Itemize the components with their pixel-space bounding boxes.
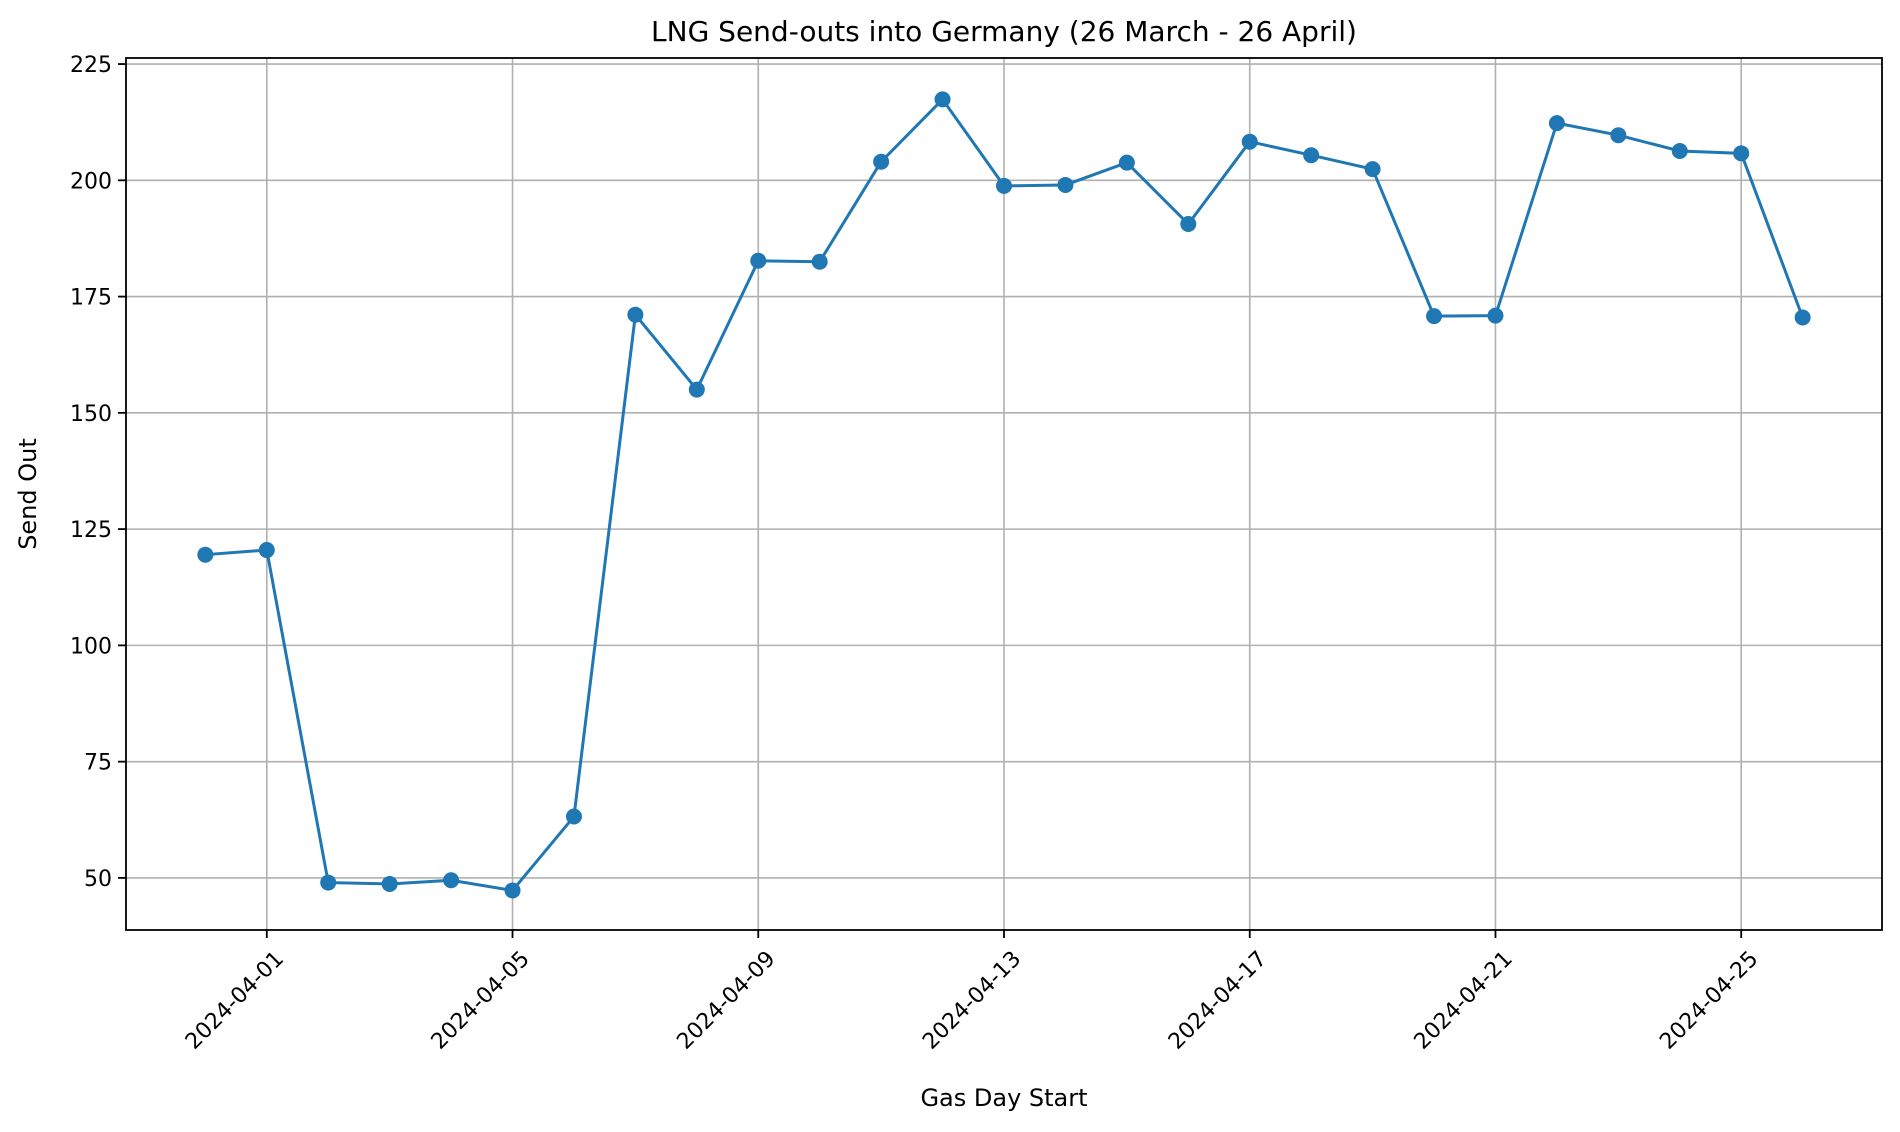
data-point: [1487, 307, 1504, 324]
data-point: [627, 306, 644, 323]
data-point: [565, 808, 582, 825]
x-axis-label: Gas Day Start: [920, 1084, 1087, 1112]
data-point: [1057, 176, 1074, 193]
data-point: [1241, 133, 1258, 150]
y-tick-label: 125: [70, 518, 112, 543]
y-tick-label: 175: [70, 286, 112, 311]
data-point: [750, 252, 767, 269]
data-point: [1610, 127, 1627, 144]
x-tick-label: 2024-04-05: [427, 947, 535, 1055]
data-point: [1671, 143, 1688, 160]
data-point: [1733, 145, 1750, 162]
x-tick-label: 2024-04-01: [181, 947, 289, 1055]
x-axis-ticks: 2024-04-01 2024-04-05 2024-04-09 2024-04-13…: [181, 930, 1763, 1055]
data-point: [996, 177, 1012, 194]
data-point: [1180, 216, 1197, 233]
data-point: [811, 253, 828, 270]
data-point: [688, 381, 705, 398]
x-tick-label: 2024-04-09: [672, 947, 780, 1055]
data-point: [1548, 115, 1565, 132]
data-point: [934, 91, 951, 108]
data-point: [1426, 308, 1443, 325]
data-point: [381, 875, 398, 892]
series-layer: [197, 91, 1811, 899]
y-tick-label: 225: [70, 53, 112, 78]
data-point: [873, 153, 890, 170]
x-tick-label: 2024-04-13: [918, 947, 1026, 1055]
data-point: [258, 542, 275, 559]
y-tick-label: 200: [70, 169, 112, 194]
data-point: [1364, 161, 1381, 178]
data-point: [1794, 309, 1811, 326]
data-point: [320, 874, 337, 891]
data-point: [443, 872, 460, 889]
data-point: [1118, 154, 1135, 171]
y-tick-label: 100: [70, 634, 112, 659]
y-axis-label: Send Out: [14, 438, 42, 550]
y-tick-label: 50: [84, 867, 112, 892]
y-tick-label: 150: [70, 402, 112, 427]
x-tick-label: 2024-04-25: [1655, 947, 1763, 1055]
y-axis-ticks: 50 75 100 125 150 175 200 225: [70, 53, 126, 892]
data-point: [197, 546, 214, 563]
grid-lines: [126, 58, 1882, 930]
x-tick-label: 2024-04-21: [1410, 947, 1518, 1055]
data-point: [504, 882, 521, 899]
chart-title: LNG Send-outs into Germany (26 March - 2…: [651, 15, 1357, 48]
y-tick-label: 75: [84, 751, 112, 776]
x-tick-label: 2024-04-17: [1164, 947, 1272, 1055]
data-point: [1303, 147, 1320, 164]
